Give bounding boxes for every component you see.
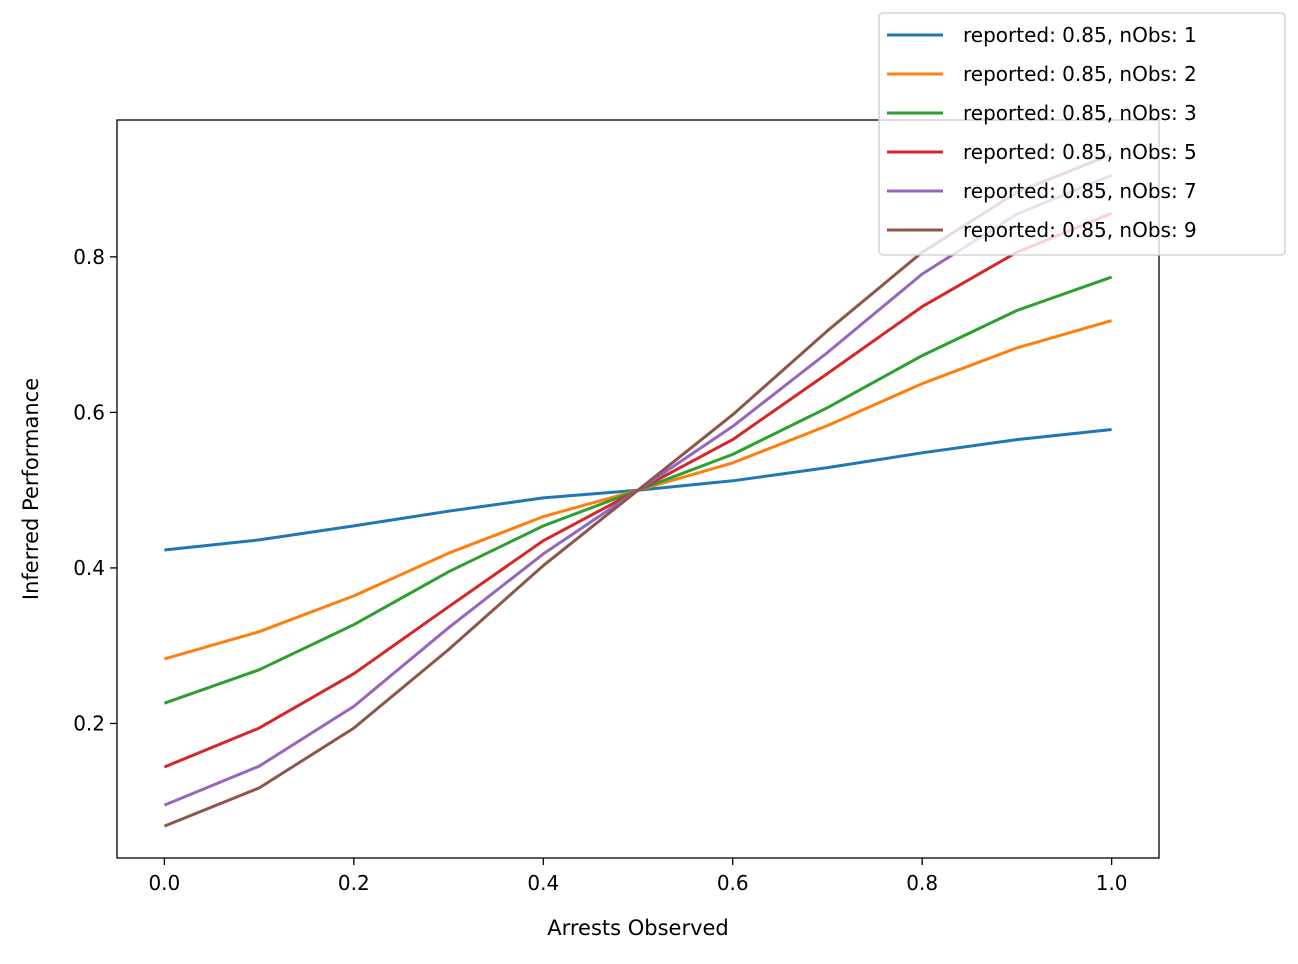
plot-frame	[116, 119, 1160, 859]
legend-label: reported: 0.85, nObs: 1	[963, 23, 1197, 47]
y-axis: 0.2 0.4 0.6 0.8	[73, 245, 117, 735]
x-tick-label: 0.2	[338, 871, 370, 895]
x-axis-label: Arrests Observed	[547, 916, 729, 940]
series-lines	[163, 152, 1113, 828]
y-tick-label: 0.8	[73, 245, 105, 269]
y-tick-label: 0.6	[73, 400, 105, 424]
x-tick-label: 0.6	[717, 871, 749, 895]
x-tick-label: 1.0	[1096, 871, 1128, 895]
x-tick-label: 0.0	[148, 871, 180, 895]
x-tick-label: 0.8	[906, 871, 938, 895]
y-tick-label: 0.2	[73, 711, 105, 735]
legend-box	[878, 12, 1286, 256]
legend-label: reported: 0.85, nObs: 9	[963, 218, 1197, 242]
x-axis: 0.0 0.2 0.4 0.6 0.8 1.0	[148, 858, 1128, 895]
legend-label: reported: 0.85, nObs: 7	[963, 179, 1197, 203]
x-tick-label: 0.4	[527, 871, 559, 895]
y-axis-label: Inferred Performance	[19, 378, 43, 600]
legend-label: reported: 0.85, nObs: 3	[963, 101, 1197, 125]
legend-label: reported: 0.85, nObs: 5	[963, 140, 1197, 164]
y-tick-label: 0.4	[73, 556, 105, 580]
legend-label: reported: 0.85, nObs: 2	[963, 62, 1197, 86]
legend: reported: 0.85, nObs: 1 reported: 0.85, n…	[878, 12, 1286, 256]
